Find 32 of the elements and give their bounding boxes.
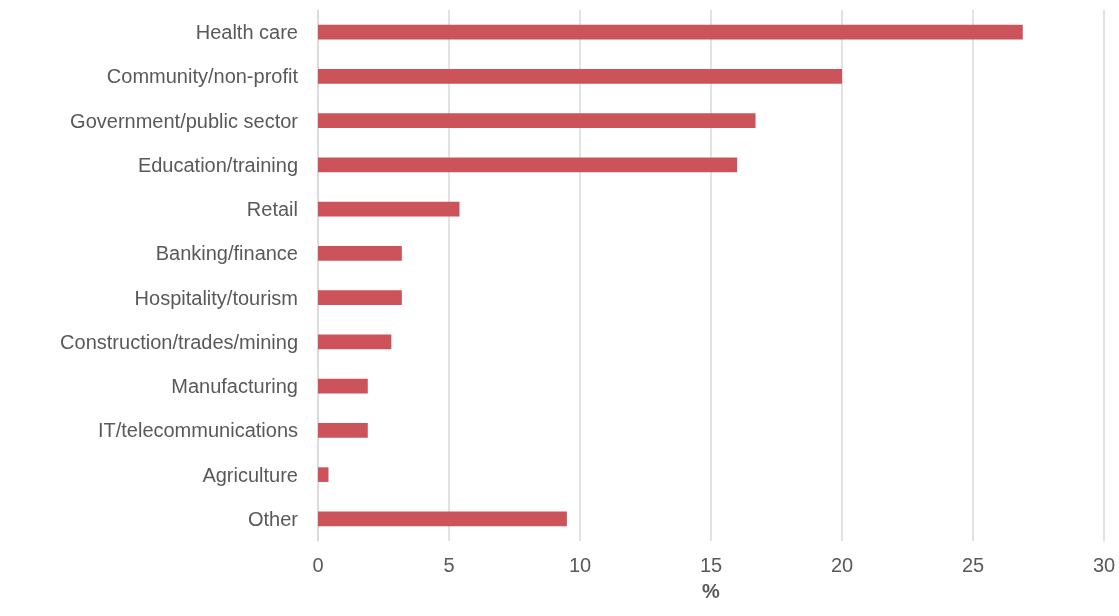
bar	[318, 246, 402, 261]
y-tick-label: Manufacturing	[171, 375, 298, 398]
y-tick-label: Health care	[195, 21, 298, 44]
y-tick-label: Education/training	[137, 153, 298, 176]
bar	[318, 201, 460, 217]
y-tick-label: Construction/trades/mining	[60, 330, 298, 353]
x-tick-label: 0	[312, 554, 324, 576]
x-tick-label: 20	[830, 554, 854, 576]
bar	[318, 467, 329, 482]
x-axis-title: %	[702, 580, 721, 602]
bar	[318, 378, 368, 394]
y-tick-label: Agriculture	[202, 463, 298, 486]
y-tick-label: Other	[247, 507, 299, 530]
bar	[318, 24, 1023, 40]
y-tick-label: IT/telecommunications	[97, 419, 298, 442]
bar	[318, 423, 368, 438]
y-tick-label: Banking/finance	[155, 242, 298, 265]
bar	[318, 113, 756, 128]
x-tick-label: 30	[1092, 554, 1116, 576]
bar	[318, 157, 738, 173]
bar	[318, 69, 842, 84]
x-tick-label: 15	[699, 554, 723, 576]
bar	[318, 290, 402, 305]
y-tick-label: Community/non-profit	[106, 65, 299, 88]
x-tick-label: 5	[443, 554, 455, 576]
y-tick-label: Hospitality/tourism	[134, 286, 298, 309]
bar	[318, 334, 392, 350]
x-tick-label: 10	[568, 554, 592, 576]
y-tick-label: Retail	[246, 198, 298, 221]
bar	[318, 511, 567, 527]
x-tick-label: 25	[961, 554, 985, 576]
y-tick-label: Government/public sector	[70, 109, 299, 132]
